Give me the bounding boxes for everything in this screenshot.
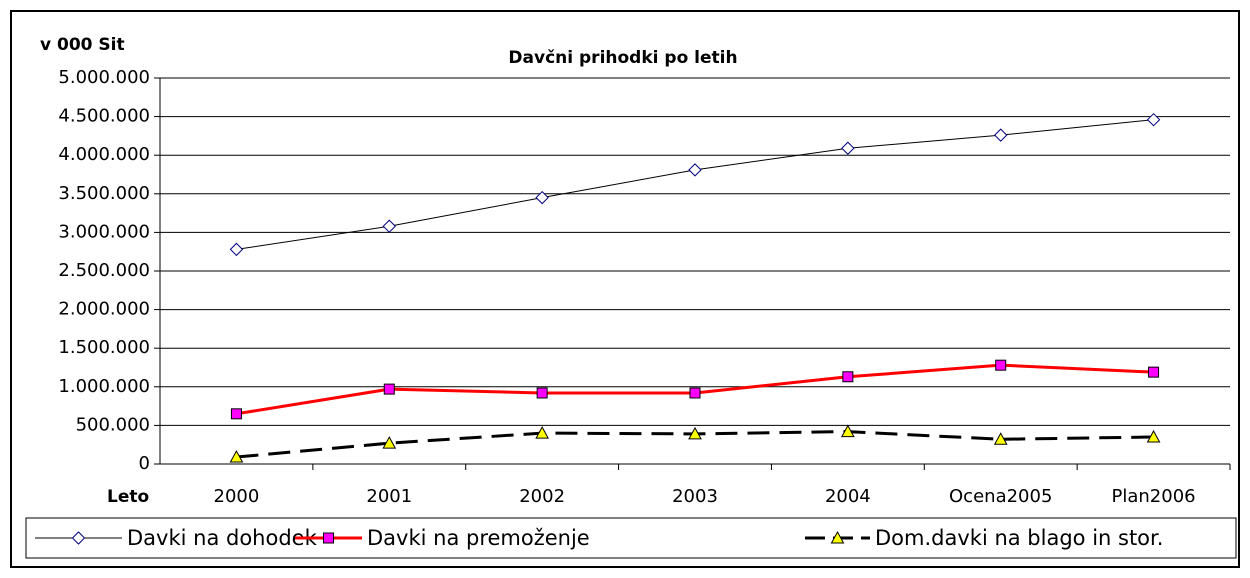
chart-title: Davčni prihodki po letih	[508, 48, 737, 68]
data-point	[382, 219, 396, 233]
legend-marker	[830, 530, 845, 544]
y-tick-label: 4.000.000	[58, 144, 150, 165]
data-point	[689, 387, 701, 399]
y-tick-label: 500.000	[76, 414, 150, 435]
data-point	[1146, 429, 1161, 443]
legend-label: Davki na dohodek	[127, 526, 318, 550]
y-tick-label: 3.000.000	[58, 221, 150, 242]
data-point	[688, 426, 702, 440]
data-point	[1148, 366, 1160, 378]
data-point	[536, 387, 548, 399]
data-point	[994, 128, 1008, 142]
data-point	[229, 242, 244, 257]
data-point	[1146, 112, 1161, 127]
legend-marker	[323, 532, 334, 544]
data-point	[230, 408, 242, 420]
x-tick-label: 2002	[519, 486, 565, 507]
x-tick-label: 2000	[214, 486, 260, 507]
data-point	[842, 371, 854, 383]
data-point	[229, 450, 244, 463]
data-point	[535, 426, 549, 439]
x-tick-label: 2001	[366, 486, 412, 507]
y-tick-label: 5.000.000	[58, 67, 150, 88]
y-tick-label: 2.000.000	[58, 299, 150, 320]
legend-marker	[71, 531, 86, 545]
y-tick-label: 2.500.000	[58, 260, 150, 281]
data-point	[841, 141, 855, 155]
y-tick-label: 4.500.000	[58, 106, 150, 127]
legend-label: Dom.davki na blago in stor.	[875, 526, 1163, 550]
data-point	[841, 424, 855, 438]
data-point	[535, 190, 549, 205]
x-tick-label: Plan2006	[1112, 486, 1196, 507]
y-axis-label: v 000 Sit	[40, 35, 125, 55]
legend-label: Davki na premoženje	[367, 526, 590, 550]
legend-box	[25, 517, 1237, 559]
x-tick-label: 2003	[672, 486, 718, 507]
data-point	[995, 359, 1007, 371]
data-point	[383, 383, 395, 395]
x-tick-label: Ocena2005	[949, 486, 1052, 507]
x-tick-label: 2004	[825, 486, 871, 507]
y-tick-label: 1.000.000	[58, 376, 150, 397]
y-tick-label: 0	[139, 453, 150, 474]
y-tick-label: 1.500.000	[58, 337, 150, 358]
data-point	[688, 163, 702, 177]
x-axis-label: Leto	[107, 487, 149, 507]
data-point	[382, 436, 397, 449]
data-point	[993, 432, 1008, 445]
y-tick-label: 3.500.000	[58, 183, 150, 204]
chart-frame	[10, 10, 1240, 568]
